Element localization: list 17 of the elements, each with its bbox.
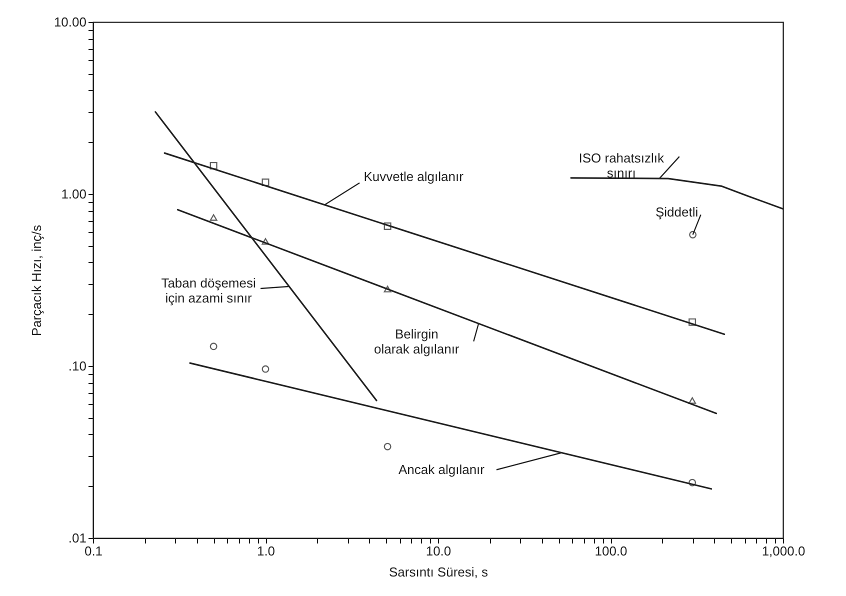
- x-tick-label: 1.0: [256, 544, 276, 558]
- annotation: Kuvvetle algılanır: [364, 168, 464, 184]
- annotation: Ancak algılanır: [398, 462, 486, 477]
- y-tick-label: 10.00: [54, 14, 86, 30]
- x-tick-label: 10.0: [426, 544, 452, 558]
- x-tick-label: 0.1: [84, 544, 103, 558]
- x-tick-label: 1,000.0: [762, 544, 806, 558]
- annotation: Şiddetli: [655, 204, 698, 220]
- x-tick-label: 100.0: [594, 544, 628, 558]
- y-tick-label: .01: [68, 530, 86, 546]
- y-axis-title: Parçacık Hızı, inç/s: [28, 224, 44, 336]
- x-axis-title: Sarsıntı Süresi, s: [389, 564, 488, 580]
- annotation: ISO rahatsızlık sınırı: [578, 150, 664, 181]
- y-tick-label: 1.00: [61, 186, 86, 202]
- annotation: Belirgin olarak algılanır: [374, 326, 460, 356]
- annotation: Taban döşemesi için azami sınır: [161, 275, 256, 306]
- y-tick-label: .10: [68, 358, 86, 374]
